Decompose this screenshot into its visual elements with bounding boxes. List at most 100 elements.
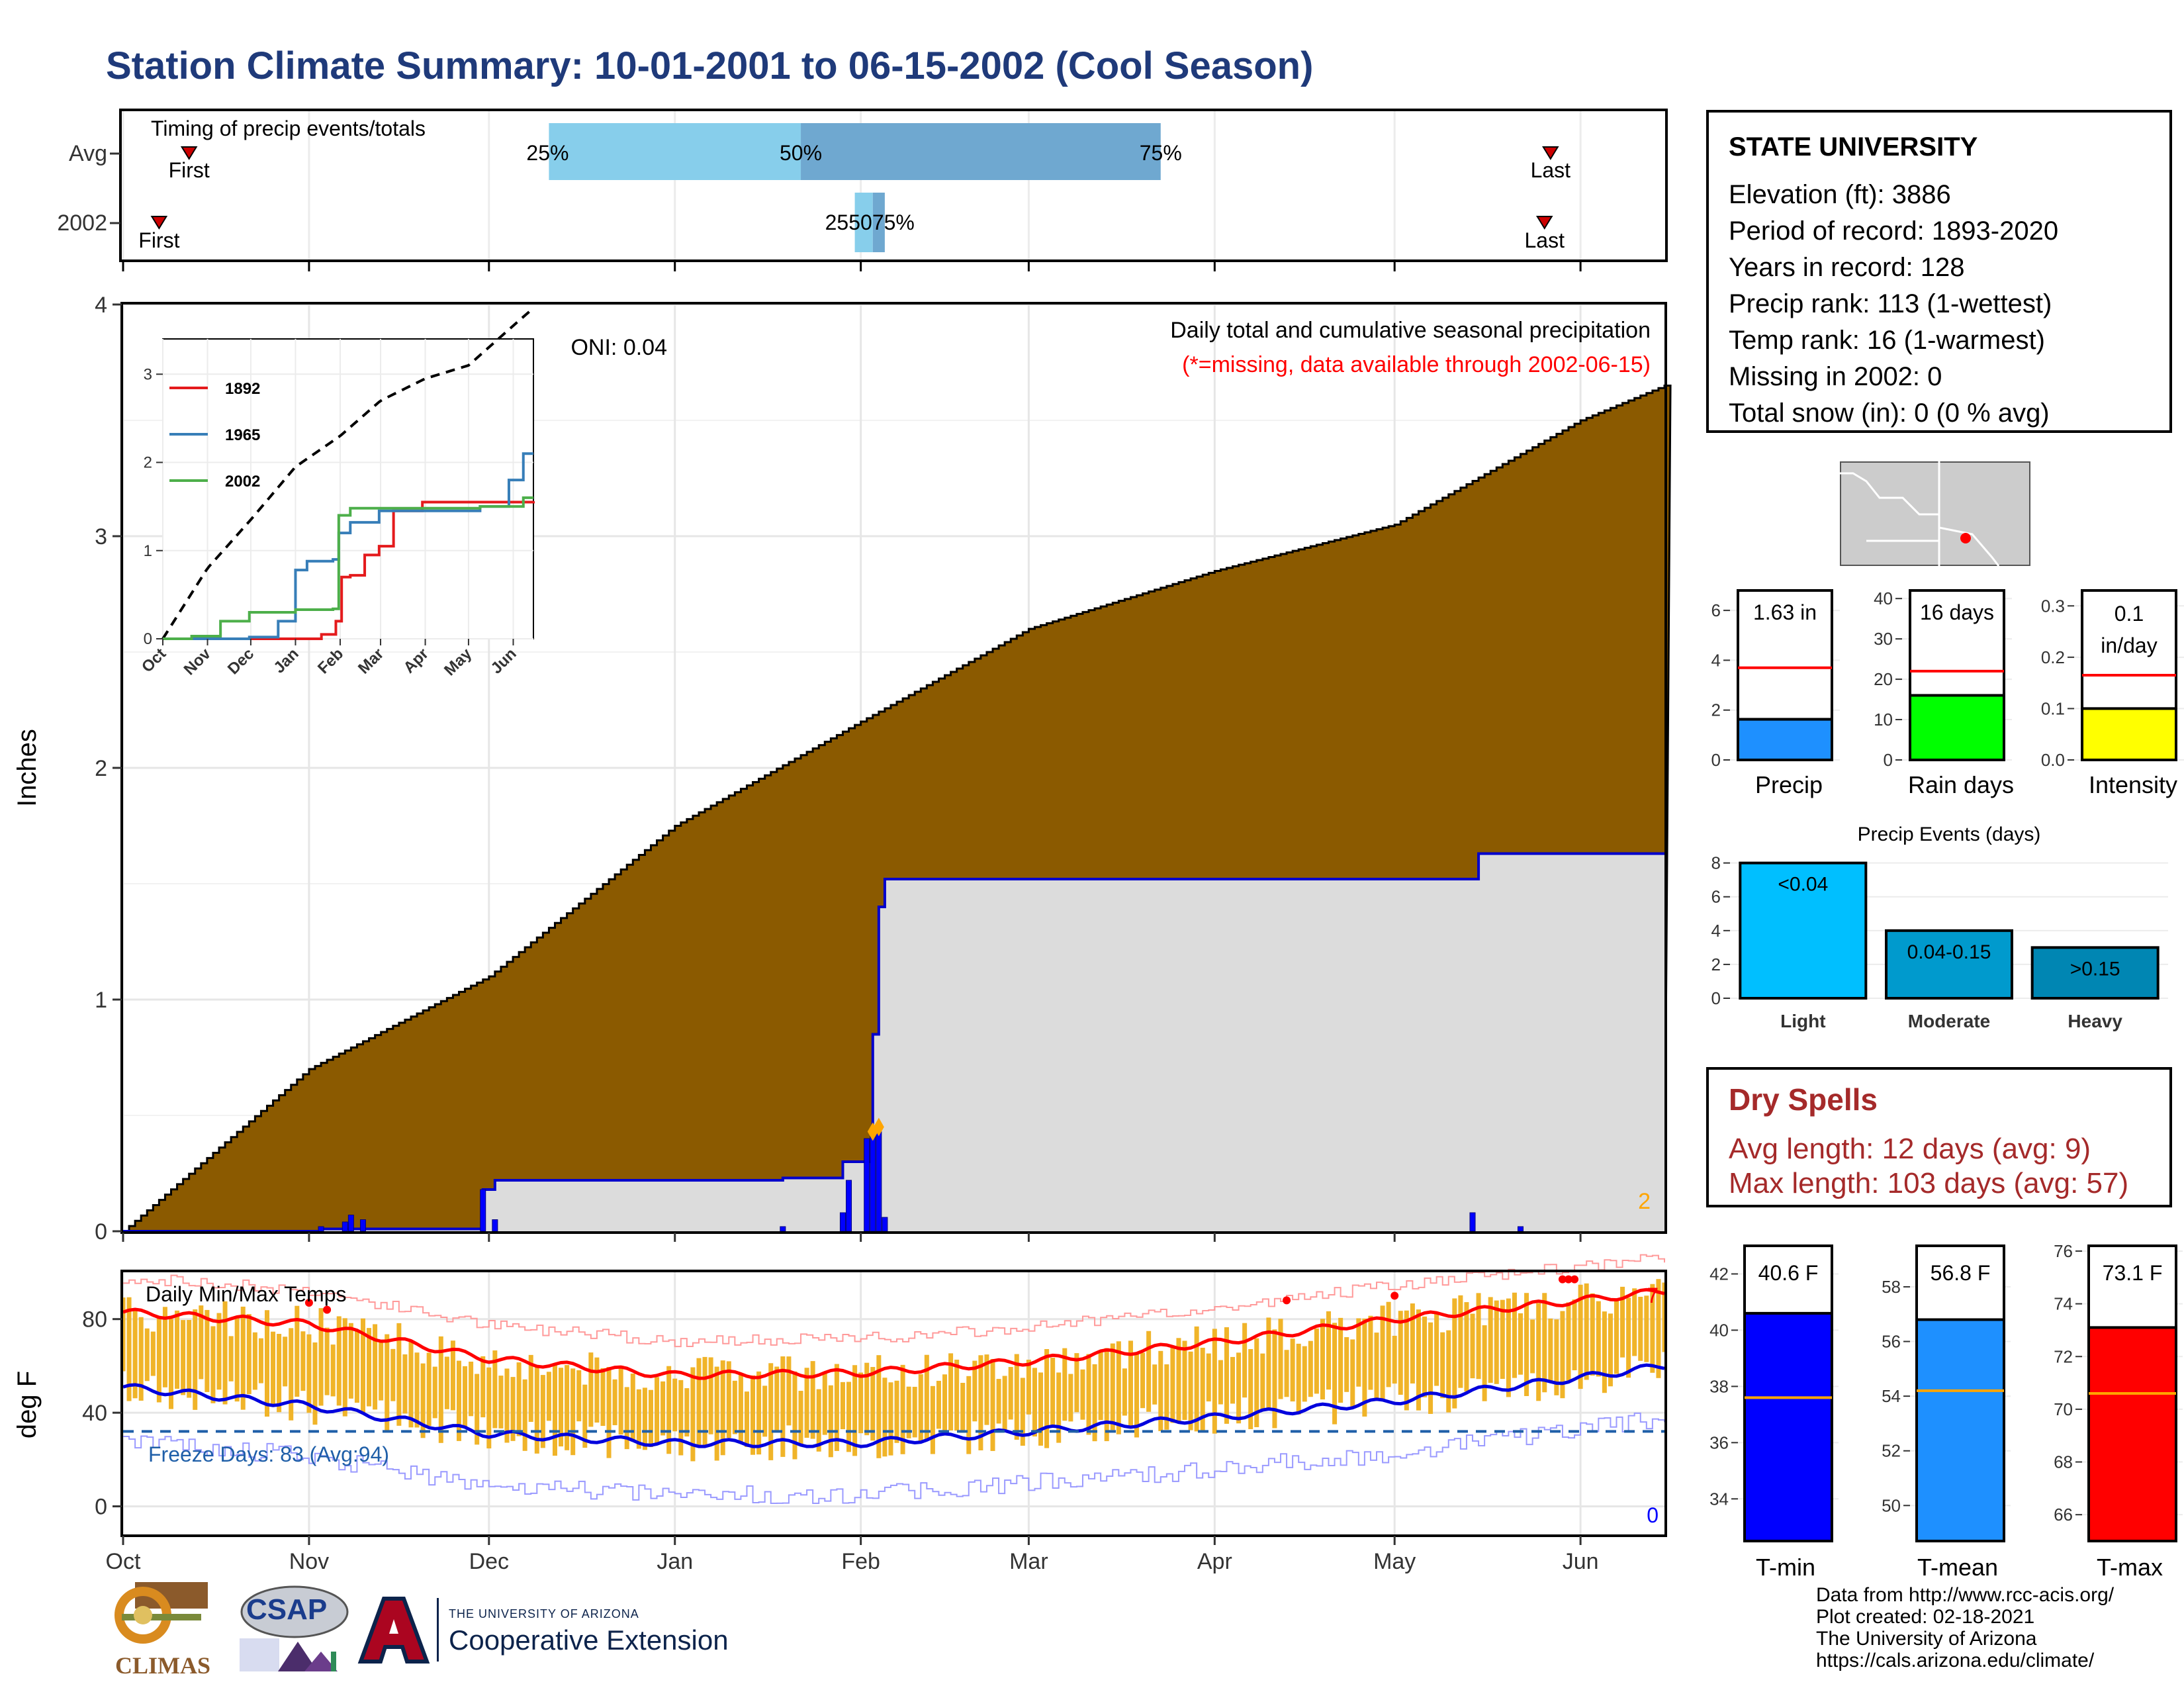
- record-high-marker-icon-2: [1283, 1296, 1291, 1305]
- daily-temp-bar-44: [385, 1334, 390, 1432]
- daily-temp-bar-153: [1038, 1372, 1044, 1446]
- daily-temp-bar-69: [534, 1367, 539, 1454]
- tmean-ytick-label-2: 54: [1882, 1386, 1901, 1406]
- tmean-label-box: [1915, 1244, 2005, 1321]
- timing-2002-q1-bar: [854, 193, 873, 252]
- daily-temp-bar-89: [655, 1377, 660, 1444]
- daily-temp-bar-52: [432, 1366, 437, 1419]
- inset-legend-label-0: 1892: [225, 380, 260, 398]
- daily-temp-bar-106: [756, 1371, 762, 1455]
- daily-temp-bar-249: [1614, 1298, 1619, 1374]
- daily-temp-bar-126: [876, 1355, 882, 1458]
- daily-temp-bar-248: [1608, 1313, 1613, 1387]
- inset-legend-label-1: 1965: [225, 426, 260, 444]
- daily-temp-bar-178: [1188, 1351, 1193, 1430]
- info-temp-rank: Temp rank: 16 (1-warmest): [1729, 326, 2045, 355]
- daily-temp-bar-129: [894, 1380, 899, 1443]
- tmin-ytick-label-0: 34: [1709, 1489, 1729, 1509]
- daily-temp-bar-192: [1272, 1329, 1277, 1429]
- precip-chart: 0 1 2 3 4 Inches ONI: 0.04 Daily total and cumu…: [13, 293, 1672, 1244]
- daily-temp-bar-109: [774, 1366, 780, 1432]
- daily-temp-bar-51: [426, 1352, 432, 1427]
- dry-max-length: Max length: 103 days (avg: 57): [1729, 1167, 2129, 1199]
- daily-temp-bar-31: [306, 1334, 312, 1413]
- daily-temp-bar-222: [1452, 1298, 1457, 1409]
- daily-temp-bar-114: [804, 1368, 809, 1438]
- events-bar-label-2: >0.15: [2070, 958, 2120, 980]
- daily-temp-bar-30: [300, 1331, 306, 1391]
- temp-xtick-label-4: Feb: [841, 1549, 880, 1574]
- timing-avg-q1-bar: [549, 123, 801, 180]
- daily-temp-bar-39: [354, 1330, 359, 1403]
- temp-xtick-label-3: Jan: [657, 1549, 693, 1574]
- daily-temp-bar-29: [295, 1305, 300, 1397]
- daily-temp-bar-50: [420, 1363, 426, 1438]
- daily-temp-bar-226: [1476, 1293, 1481, 1380]
- daily-temp-bar-20: [240, 1306, 246, 1410]
- daily-temp-bar-16: [216, 1313, 222, 1390]
- csap-logo: CSAP: [232, 1585, 351, 1678]
- daily-temp-bar-3: [138, 1317, 144, 1401]
- daily-temp-bar-240: [1560, 1311, 1565, 1399]
- timing-2002-first-label: First: [138, 228, 179, 252]
- tmean-ytick-label-0: 50: [1882, 1495, 1901, 1515]
- tmax-ytick-label-5: 76: [2054, 1241, 2073, 1261]
- ua-big-text: Cooperative Extension: [449, 1624, 729, 1656]
- corner-count-label: 2: [1638, 1189, 1651, 1214]
- daily-precip-bar-2: [347, 1215, 354, 1232]
- station-marker-icon: [1960, 533, 1971, 543]
- tmax-ytick-label-1: 68: [2054, 1452, 2073, 1472]
- daily-temp-bar-246: [1596, 1301, 1601, 1377]
- daily-precip-bar-13: [1469, 1212, 1476, 1232]
- rain-days-ytick-label-3: 30: [1874, 629, 1893, 649]
- daily-temp-bar-72: [552, 1365, 557, 1456]
- record-min-line: [123, 1412, 1665, 1505]
- daily-temp-bar-46: [396, 1323, 402, 1426]
- ua-a-icon: [357, 1597, 430, 1664]
- intensity-value-unit: in/day: [2101, 633, 2157, 657]
- daily-temp-bar-235: [1530, 1319, 1535, 1374]
- precip-value-label: 1.63 in: [1753, 600, 1817, 624]
- daily-temp-bar-21: [246, 1314, 251, 1395]
- daily-temp-bar-96: [696, 1358, 702, 1447]
- daily-temp-bar-158: [1068, 1374, 1073, 1422]
- tmax-ytick-label-0: 66: [2054, 1505, 2073, 1524]
- daily-temp-bar-227: [1482, 1325, 1487, 1401]
- tmax-ytick-label-3: 72: [2054, 1346, 2073, 1366]
- daily-temp-bar-171: [1146, 1331, 1152, 1412]
- daily-temp-bar-90: [660, 1381, 666, 1436]
- daily-temp-bar-157: [1062, 1348, 1068, 1421]
- daily-temp-bar-185: [1230, 1356, 1236, 1404]
- avg-max-line: [122, 1288, 1665, 1380]
- page-title: Station Climate Summary: 10-01-2001 to 0…: [106, 44, 1314, 87]
- record-high-marker-icon-6: [1570, 1275, 1579, 1284]
- daily-temp-bar-76: [576, 1370, 582, 1422]
- daily-temp-bar-60: [480, 1356, 486, 1418]
- daily-temp-bar-165: [1110, 1343, 1115, 1430]
- daily-temp-bar-120: [840, 1382, 845, 1430]
- daily-temp-bar-45: [390, 1348, 396, 1401]
- daily-temp-bar-130: [900, 1364, 905, 1454]
- daily-temp-bar-104: [744, 1391, 749, 1447]
- events-category-0: Light: [1780, 1011, 1825, 1031]
- daily-temp-bar-108: [768, 1363, 774, 1460]
- daily-temp-bar-191: [1266, 1317, 1271, 1411]
- daily-temp-bar-81: [606, 1367, 612, 1458]
- daily-temp-bar-197: [1302, 1346, 1307, 1402]
- daily-temp-bar-58: [469, 1362, 474, 1417]
- daily-temp-bar-228: [1488, 1297, 1493, 1383]
- inset-line-2002: [163, 496, 533, 640]
- daily-precip-bar-5: [492, 1219, 498, 1232]
- daily-temp-bar-201: [1326, 1311, 1332, 1390]
- daily-temp-bar-244: [1584, 1283, 1589, 1380]
- timing-avg-first-marker-icon: [180, 146, 198, 160]
- daily-temp-bar-13: [199, 1305, 204, 1380]
- inset-line-1892: [163, 500, 535, 640]
- daily-temp-bar-23: [258, 1338, 263, 1383]
- daily-temp-bar-181: [1206, 1353, 1211, 1402]
- inset-ytick-label-3: 3: [144, 365, 152, 383]
- daily-temp-bar-87: [642, 1387, 647, 1450]
- daily-temp-bar-184: [1224, 1327, 1229, 1424]
- temp-title: Daily Min/Max Temps: [146, 1282, 346, 1306]
- daily-temp-bar-137: [942, 1374, 948, 1434]
